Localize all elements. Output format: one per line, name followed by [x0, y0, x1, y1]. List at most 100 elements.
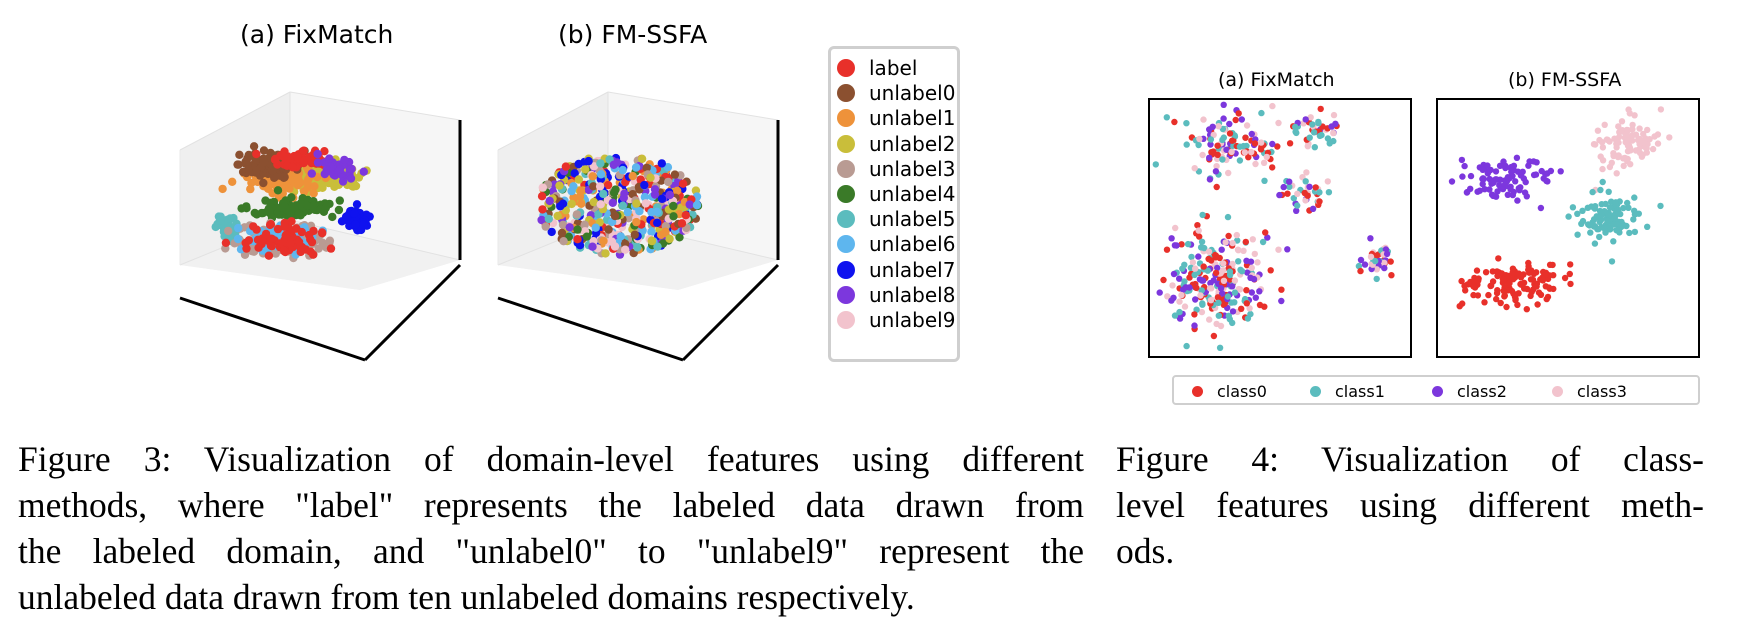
scatter-point [1183, 120, 1190, 127]
legend-label: label [869, 56, 918, 80]
scatter-point [1636, 125, 1643, 132]
scatter-point [1247, 258, 1255, 265]
scatter-point [1500, 276, 1507, 283]
scatter-point [1601, 121, 1608, 128]
scatter-point [1603, 136, 1610, 143]
scatter-point [259, 157, 269, 167]
scatter-point [350, 209, 359, 218]
scatter-point [1535, 289, 1543, 296]
scatter-point [647, 236, 657, 246]
scatter-point [349, 182, 358, 191]
scatter-point [241, 238, 250, 248]
scatter-point [669, 212, 678, 221]
scatter-point [1269, 102, 1276, 110]
scatter-point [347, 164, 356, 174]
scatter-point [1525, 263, 1532, 270]
scatter-point [1644, 223, 1651, 230]
scatter-point [1601, 225, 1608, 232]
scatter-point [1229, 283, 1236, 290]
scatter-point [1215, 312, 1222, 319]
scatter-point [1585, 221, 1592, 228]
scatter-point [1176, 298, 1183, 305]
scatter-point [1467, 172, 1475, 180]
scatter-point [673, 186, 682, 195]
scatter-point [595, 182, 605, 191]
scatter-point [1458, 156, 1466, 164]
scatter-point [1199, 300, 1206, 307]
scatter-point [264, 206, 274, 216]
scatter-point [1206, 176, 1214, 183]
scatter-point [1183, 141, 1190, 148]
scatter-point [1651, 133, 1658, 140]
scatter-point [1476, 187, 1483, 194]
scatter-point [294, 209, 303, 219]
scatter-point [596, 159, 605, 168]
scatter-point [1210, 277, 1217, 284]
scatter-point [1608, 258, 1616, 265]
scatter-point [1623, 222, 1630, 230]
scatter-point [313, 149, 322, 159]
scatter-point [1195, 227, 1202, 234]
scatter-point [1511, 293, 1519, 301]
scatter-point [1542, 170, 1549, 178]
scatter-point [1258, 109, 1265, 117]
legend-label: class3 [1577, 382, 1627, 401]
scatter-point [618, 165, 627, 175]
scatter-point [1171, 312, 1179, 319]
scatter-point [216, 216, 225, 225]
scatter-point [1224, 293, 1232, 300]
fig4-a-frame [1148, 98, 1412, 358]
scatter-point [1275, 246, 1282, 253]
scatter-point [1231, 299, 1238, 306]
legend-label: unlabel8 [869, 282, 956, 307]
scatter-point [1459, 173, 1466, 180]
scatter-point [297, 200, 306, 209]
scatter-point [1599, 144, 1607, 151]
scatter-point [653, 218, 662, 227]
fig3-legend-entry: unlabel4 [837, 181, 955, 207]
scatter-point [1290, 195, 1297, 202]
fig4-panel-b-plot [1436, 98, 1700, 358]
scatter-point [640, 192, 650, 202]
scatter-point [1195, 141, 1202, 149]
scatter-point [280, 202, 289, 212]
scatter-point [1492, 176, 1499, 183]
scatter-point [1306, 183, 1313, 190]
scatter-point [1294, 202, 1301, 209]
scatter-point [601, 249, 610, 258]
scatter-point [561, 162, 571, 171]
scatter-point [279, 246, 289, 256]
scatter-point [1492, 168, 1500, 175]
scatter-point [224, 226, 233, 236]
fig3-a-scatter [211, 142, 374, 263]
scatter-point [559, 237, 568, 246]
scatter-point [1537, 204, 1545, 212]
scatter-point [1626, 229, 1633, 237]
scatter-point [1208, 257, 1215, 264]
scatter-point [1493, 289, 1501, 297]
legend-label: unlabel4 [869, 182, 956, 206]
scatter-point [1245, 154, 1252, 161]
scatter-point [678, 179, 688, 188]
scatter-point [1220, 260, 1227, 267]
scatter-point [1642, 144, 1649, 152]
scatter-point [1533, 159, 1540, 166]
scatter-point [352, 200, 362, 209]
scatter-point [1213, 163, 1220, 170]
scatter-point [1482, 269, 1490, 276]
scatter-point [1486, 167, 1493, 174]
scatter-point [557, 228, 567, 238]
scatter-point [1186, 284, 1193, 291]
scatter-point [1584, 204, 1591, 211]
scatter-point [1207, 136, 1215, 143]
scatter-point [1470, 283, 1477, 290]
scatter-point [1304, 143, 1311, 150]
scatter-point [326, 244, 336, 253]
scatter-point [1631, 112, 1638, 119]
scatter-point [1235, 110, 1242, 117]
scatter-point [1219, 290, 1226, 297]
scatter-point [1324, 135, 1332, 142]
scatter-point [1590, 223, 1598, 230]
scatter-point [582, 232, 591, 241]
scatter-point [1357, 267, 1364, 275]
